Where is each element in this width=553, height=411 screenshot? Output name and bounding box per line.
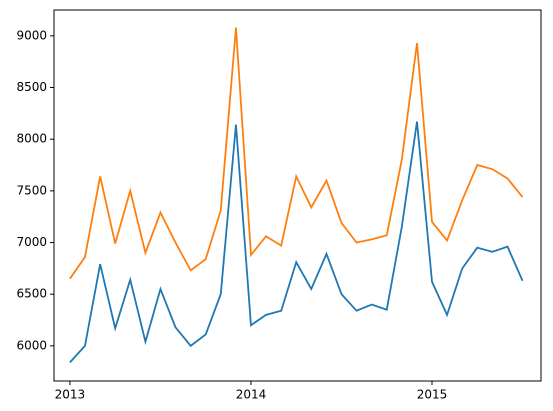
y-tick-label: 8000 <box>16 132 47 146</box>
plot-frame <box>53 9 542 382</box>
x-tick-label: 2013 <box>55 388 86 402</box>
series-line <box>69 27 524 280</box>
x-tick-label: 2014 <box>236 388 267 402</box>
y-tick-label: 8500 <box>16 80 47 94</box>
y-tick-label: 7000 <box>16 235 47 249</box>
series-line <box>69 121 524 364</box>
y-tick-label: 6500 <box>16 287 47 301</box>
y-tick-label: 7500 <box>16 183 47 197</box>
y-tick-label: 9000 <box>16 28 47 42</box>
y-tick-label: 6000 <box>16 338 47 352</box>
x-tick-label: 2015 <box>417 388 448 402</box>
